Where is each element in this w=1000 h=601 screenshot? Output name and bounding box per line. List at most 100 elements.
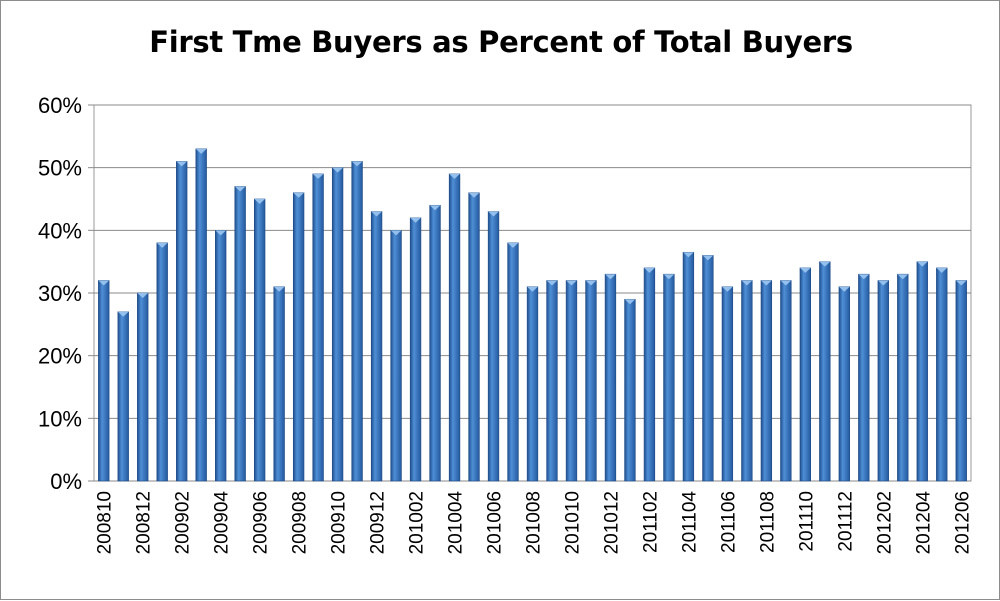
y-tick-label: 10%: [38, 406, 82, 431]
x-tick-label: 201012: [601, 491, 622, 554]
bar-cap: [176, 161, 188, 167]
x-tick-label: 200912: [368, 491, 389, 554]
bar: [916, 261, 928, 482]
x-tick-label: 201004: [446, 491, 467, 555]
y-tick-label: 60%: [38, 93, 82, 118]
x-tick-label: 200810: [95, 491, 116, 554]
bar: [487, 211, 500, 482]
bar-cap: [137, 293, 149, 298]
bar-cap: [838, 286, 850, 292]
bar-cap: [371, 211, 382, 217]
x-tick-label: 201008: [524, 491, 545, 554]
bar-cap: [312, 173, 324, 179]
bar-cap: [683, 252, 694, 258]
bar: [273, 286, 285, 482]
bar: [195, 148, 207, 482]
x-tick-label: 200904: [212, 491, 233, 555]
bar-cap: [429, 205, 441, 211]
bar-cap: [780, 280, 792, 286]
bar: [955, 280, 967, 482]
bar-cap: [605, 274, 616, 280]
bar: [624, 298, 636, 482]
bar: [507, 242, 519, 482]
bar-cap: [916, 261, 928, 267]
bar-cap: [195, 148, 207, 154]
chart-title: First Tme Buyers as Percent of Total Buy…: [149, 25, 853, 59]
bar: [682, 251, 695, 482]
bar: [858, 273, 870, 482]
bar-cap: [98, 280, 110, 286]
bar: [215, 230, 227, 482]
bar: [741, 280, 753, 482]
bar-cap: [546, 280, 558, 286]
bar: [604, 273, 617, 482]
bars: [98, 148, 967, 482]
bar-cap: [293, 192, 304, 198]
y-tick-label: 0%: [50, 469, 82, 494]
bar-cap: [722, 286, 733, 292]
x-tick-label: 200910: [329, 491, 350, 554]
x-tick-label: 201204: [913, 491, 934, 555]
bar: [390, 230, 402, 482]
bar-cap: [624, 299, 636, 305]
bar-cap: [117, 311, 129, 317]
bar-cap: [858, 274, 870, 280]
x-tick-label: 201110: [796, 491, 817, 552]
bar: [897, 273, 909, 482]
bar: [526, 286, 539, 482]
bar: [176, 161, 188, 482]
bar: [98, 280, 110, 482]
bar: [565, 280, 578, 482]
bar-cap: [449, 173, 460, 179]
bar-cap: [527, 286, 538, 292]
bar: [117, 311, 129, 482]
bar-cap: [351, 161, 363, 167]
bar-cap: [585, 280, 597, 286]
bar-cap: [761, 280, 772, 286]
x-tick-label: 200906: [251, 491, 272, 554]
bar-cap: [410, 217, 421, 223]
bar: [234, 186, 246, 482]
bar-cap: [332, 167, 343, 173]
bar-cap: [819, 261, 831, 267]
bar-cap: [507, 242, 519, 248]
bar-cap: [877, 280, 889, 286]
bar: [877, 280, 889, 482]
bar: [780, 280, 792, 482]
bar: [351, 161, 363, 482]
x-tick-label: 200812: [134, 491, 155, 554]
x-axis-ticks: 200810 200812 200902 200904 200906 200908 2009…: [95, 491, 974, 555]
bar: [760, 280, 773, 482]
bar: [253, 198, 266, 482]
x-tick-label: 201108: [757, 491, 778, 553]
bar: [819, 261, 831, 482]
bar: [156, 242, 168, 482]
y-tick-label: 50%: [38, 156, 82, 181]
bar-cap: [156, 242, 168, 248]
bar: [292, 192, 305, 482]
bar-cap: [254, 199, 266, 204]
x-tick-label: 201006: [485, 491, 506, 554]
bar: [429, 204, 441, 482]
bar-cap: [741, 280, 753, 286]
bar-cap: [955, 280, 967, 286]
bar: [702, 255, 714, 482]
bar: [331, 167, 344, 482]
bar: [409, 217, 422, 482]
x-tick-label: 200908: [290, 491, 311, 554]
x-tick-label: 201102: [640, 491, 661, 553]
bar: [799, 267, 812, 482]
x-tick-label: 201002: [407, 491, 428, 554]
x-tick-label: 201010: [562, 491, 583, 554]
bar: [936, 267, 948, 482]
y-axis-ticks: 0% 10% 20% 30% 40% 50% 60%: [38, 93, 82, 494]
y-tick-label: 30%: [38, 281, 82, 306]
bar: [370, 211, 383, 482]
bar: [721, 286, 734, 482]
x-tick-label: 201206: [952, 491, 973, 554]
bar: [546, 280, 558, 482]
bar-cap: [273, 286, 285, 292]
y-tick-label: 20%: [38, 344, 82, 369]
bar: [137, 292, 149, 482]
